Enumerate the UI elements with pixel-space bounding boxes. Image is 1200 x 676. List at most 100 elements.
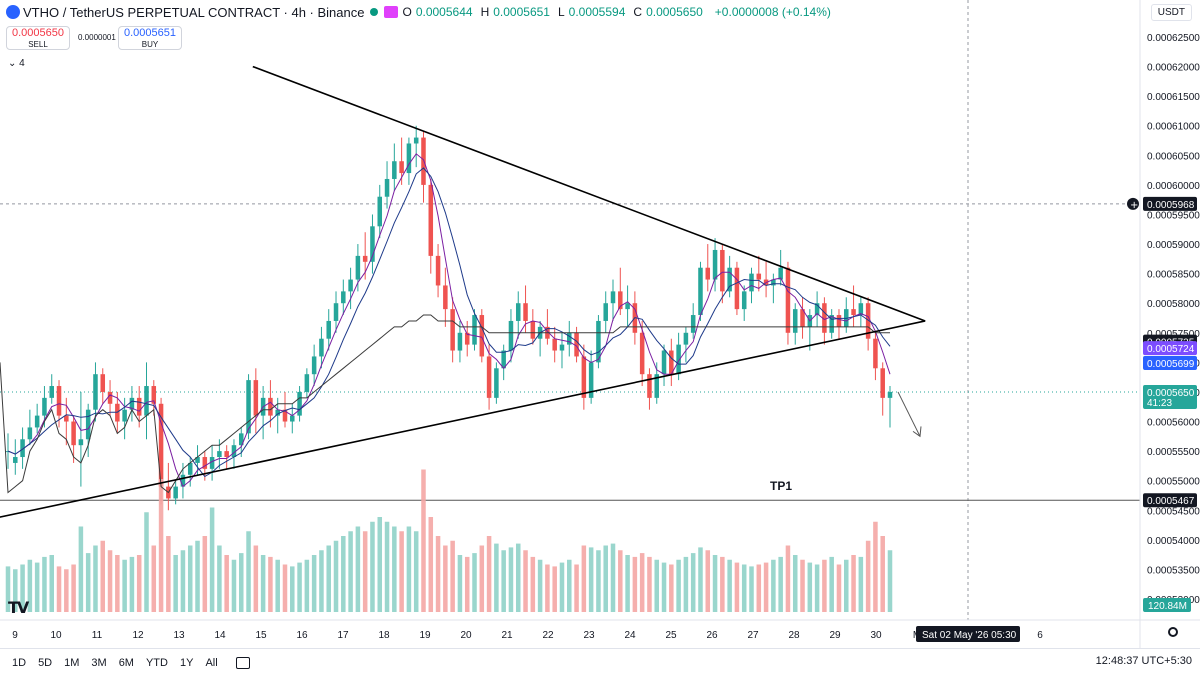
volume-bar: [290, 566, 295, 612]
range-button-1d[interactable]: 1D: [12, 656, 27, 669]
tradingview-logo-icon[interactable]: TV: [8, 598, 29, 617]
y-tick-label: 0.00053500: [1147, 565, 1200, 576]
gear-icon[interactable]: [1168, 627, 1178, 637]
x-tick-label: 11: [92, 630, 103, 641]
range-button-all[interactable]: All: [205, 656, 218, 669]
ohlc-item: +0.0000008 (+0.14%): [714, 5, 831, 19]
range-button-1m[interactable]: 1M: [64, 656, 80, 669]
volume-bar: [107, 550, 113, 612]
crosshair-date-label: Sat 02 May '26 05:30: [922, 630, 1017, 641]
symbol-title[interactable]: VTHO / TetherUS PERPETUAL CONTRACT · 4h …: [23, 4, 365, 20]
range-button-5d[interactable]: 5D: [38, 656, 53, 669]
candle: [727, 267, 732, 292]
volume-bar: [158, 479, 164, 612]
volume-bar: [457, 555, 463, 612]
candle: [56, 386, 62, 416]
volume-bar: [319, 550, 324, 612]
volume-bar: [136, 555, 142, 612]
candle: [443, 285, 448, 310]
volume-bar: [545, 564, 550, 612]
y-tick-label: 0.00059000: [1147, 240, 1200, 251]
volume-bar: [85, 553, 91, 612]
volume-bar: [567, 559, 572, 612]
candle: [567, 332, 572, 345]
buy-button[interactable]: 0.0005651 BUY: [118, 26, 182, 50]
candle: [42, 397, 47, 416]
candle: [873, 338, 878, 369]
candle: [78, 439, 84, 446]
indicator-count: 4: [19, 58, 25, 69]
spread-value: 0.0000001: [78, 33, 116, 42]
sell-button[interactable]: 0.0005650 SELL: [6, 26, 70, 50]
candle: [472, 315, 477, 345]
candle: [326, 320, 331, 339]
candle: [457, 332, 463, 351]
price-label-box: [1143, 341, 1197, 356]
volume-bar: [690, 553, 696, 612]
range-button-ytd[interactable]: YTD: [145, 656, 168, 669]
candle: [603, 303, 608, 321]
volume-indicator-icon[interactable]: [384, 6, 399, 18]
candle: [187, 462, 193, 475]
candle: [734, 267, 740, 310]
calendar-icon[interactable]: [235, 656, 250, 669]
volume-bar: [217, 545, 222, 612]
candle: [290, 415, 295, 422]
projection-arrowhead: [912, 426, 922, 438]
candle: [392, 161, 397, 179]
candle: [282, 409, 288, 422]
y-tick-label: 0.00062500: [1147, 33, 1200, 44]
price-label: 0.0005467: [1147, 496, 1195, 507]
candle: [268, 397, 273, 416]
candle: [355, 255, 361, 280]
candle: [479, 315, 485, 357]
candle: [501, 350, 506, 369]
volume-bar: [610, 543, 616, 612]
volume-bar: [297, 562, 302, 612]
range-button-3m[interactable]: 3M: [91, 656, 107, 669]
volume-bar: [559, 562, 565, 612]
volume-bar: [341, 536, 346, 612]
indicators-toggle[interactable]: ⌄ 4: [8, 58, 25, 69]
candle: [865, 303, 871, 339]
volume-bar: [362, 531, 368, 612]
candle: [596, 320, 601, 363]
price-label: 0.0005968: [1147, 200, 1195, 211]
volume-bar: [844, 559, 849, 612]
y-tick-label: 0.00058000: [1147, 299, 1200, 310]
ma-fast-line: [7, 153, 891, 488]
candle: [625, 303, 630, 310]
volume-bar: [384, 521, 390, 612]
x-tick-label: 10: [50, 630, 62, 641]
plus-icon[interactable]: +: [1130, 200, 1138, 211]
candle: [202, 457, 208, 469]
volume-bar: [596, 550, 601, 612]
candle: [173, 486, 178, 499]
volume-bar: [464, 556, 470, 612]
volume-bar: [64, 569, 69, 612]
buy-price: 0.0005651: [124, 27, 176, 39]
x-tick-label: 18: [378, 630, 390, 641]
x-tick-label: 20: [460, 630, 472, 641]
y-tick-label: 0.00061500: [1147, 92, 1200, 103]
candle: [209, 457, 215, 469]
volume-bar: [632, 556, 638, 612]
y-tick-label: 0.00058500: [1147, 270, 1200, 281]
candle: [486, 356, 492, 398]
range-button-6m[interactable]: 6M: [118, 656, 134, 669]
volume-bar: [443, 545, 448, 612]
volume-bar: [49, 555, 54, 612]
volume-bar: [115, 555, 120, 612]
candle: [370, 226, 375, 262]
candle: [107, 391, 113, 404]
price-label: 0.0005650: [1147, 388, 1195, 399]
market-open-dot-icon: [370, 8, 379, 16]
add-alert-icon[interactable]: [1127, 197, 1139, 210]
volume-bar: [13, 569, 18, 612]
volume-bar: [333, 540, 339, 612]
currency-selector[interactable]: USDT: [1150, 4, 1192, 21]
candle: [588, 362, 594, 398]
range-button-1y[interactable]: 1Y: [179, 656, 194, 669]
vtho-logo-icon: [6, 5, 20, 19]
